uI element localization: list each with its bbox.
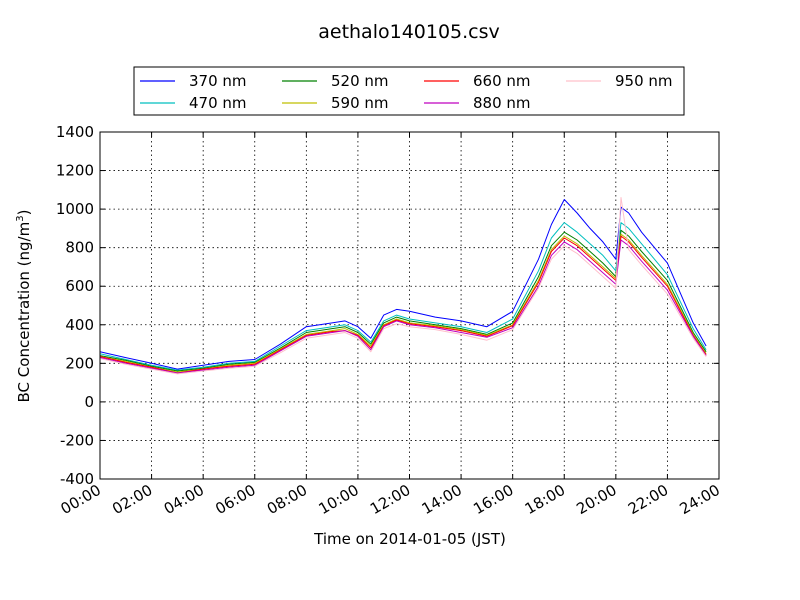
x-tick-label: 22:00 — [625, 481, 671, 518]
y-tick-label: 1400 — [56, 123, 94, 141]
x-tick-label: 14:00 — [419, 481, 465, 518]
y-tick-label: 0 — [84, 393, 94, 411]
y-tick-label: 400 — [65, 316, 94, 334]
plot-frame — [99, 131, 720, 480]
series-line-520-nm — [99, 229, 707, 372]
x-tick-label: 04:00 — [161, 481, 207, 518]
grid — [100, 132, 719, 479]
y-tick-label: -400 — [60, 470, 94, 488]
x-tick-label: 08:00 — [264, 481, 310, 518]
y-tick-label: 1200 — [56, 162, 94, 180]
y-axis-label: BC Concentration (ng/m3) — [15, 210, 33, 403]
series-line-660-nm — [99, 235, 707, 374]
y-tick-label: 200 — [65, 354, 94, 372]
legend-label: 950 nm — [615, 72, 673, 90]
y-axis-label-superscript: 3 — [15, 215, 26, 221]
series-line-590-nm — [99, 233, 707, 373]
x-tick-label: 16:00 — [470, 481, 516, 518]
y-tick-label: -200 — [60, 431, 94, 449]
legend-label: 470 nm — [189, 94, 247, 112]
y-tick-label: 1000 — [56, 200, 94, 218]
series-layer — [99, 197, 707, 375]
y-axis-label-end: ) — [15, 210, 33, 216]
x-tick-label: 20:00 — [573, 481, 619, 518]
legend-label: 660 nm — [473, 72, 531, 90]
y-tick-label: 600 — [65, 277, 94, 295]
legend-label: 590 nm — [331, 94, 389, 112]
x-tick-label: 02:00 — [109, 481, 155, 518]
chart-title: aethalo140105.csv — [318, 21, 500, 43]
series-line-950-nm — [99, 197, 707, 375]
y-axis-label-text: BC Concentration (ng/m — [15, 222, 33, 403]
legend-frame — [133, 66, 685, 116]
series-line-880-nm — [99, 239, 707, 374]
y-tick-label: 800 — [65, 239, 94, 257]
x-axis-label: Time on 2014-01-05 (JST) — [313, 530, 506, 548]
legend: 370 nm 470 nm 520 nm 590 nm 660 nm 880 nm 950 … — [133, 66, 685, 116]
legend-label: 370 nm — [189, 72, 247, 90]
legend-label: 520 nm — [331, 72, 389, 90]
series-line-470-nm — [99, 222, 707, 371]
x-tick-label: 24:00 — [677, 481, 723, 518]
y-axis: -400 -200 0 200 400 600 800 1000 1200 1400 — [56, 123, 719, 488]
x-tick-label: 12:00 — [367, 481, 413, 518]
x-tick-label: 10:00 — [315, 481, 361, 518]
legend-label: 880 nm — [473, 94, 531, 112]
x-tick-label: 18:00 — [522, 481, 568, 518]
x-tick-label: 06:00 — [212, 481, 258, 518]
